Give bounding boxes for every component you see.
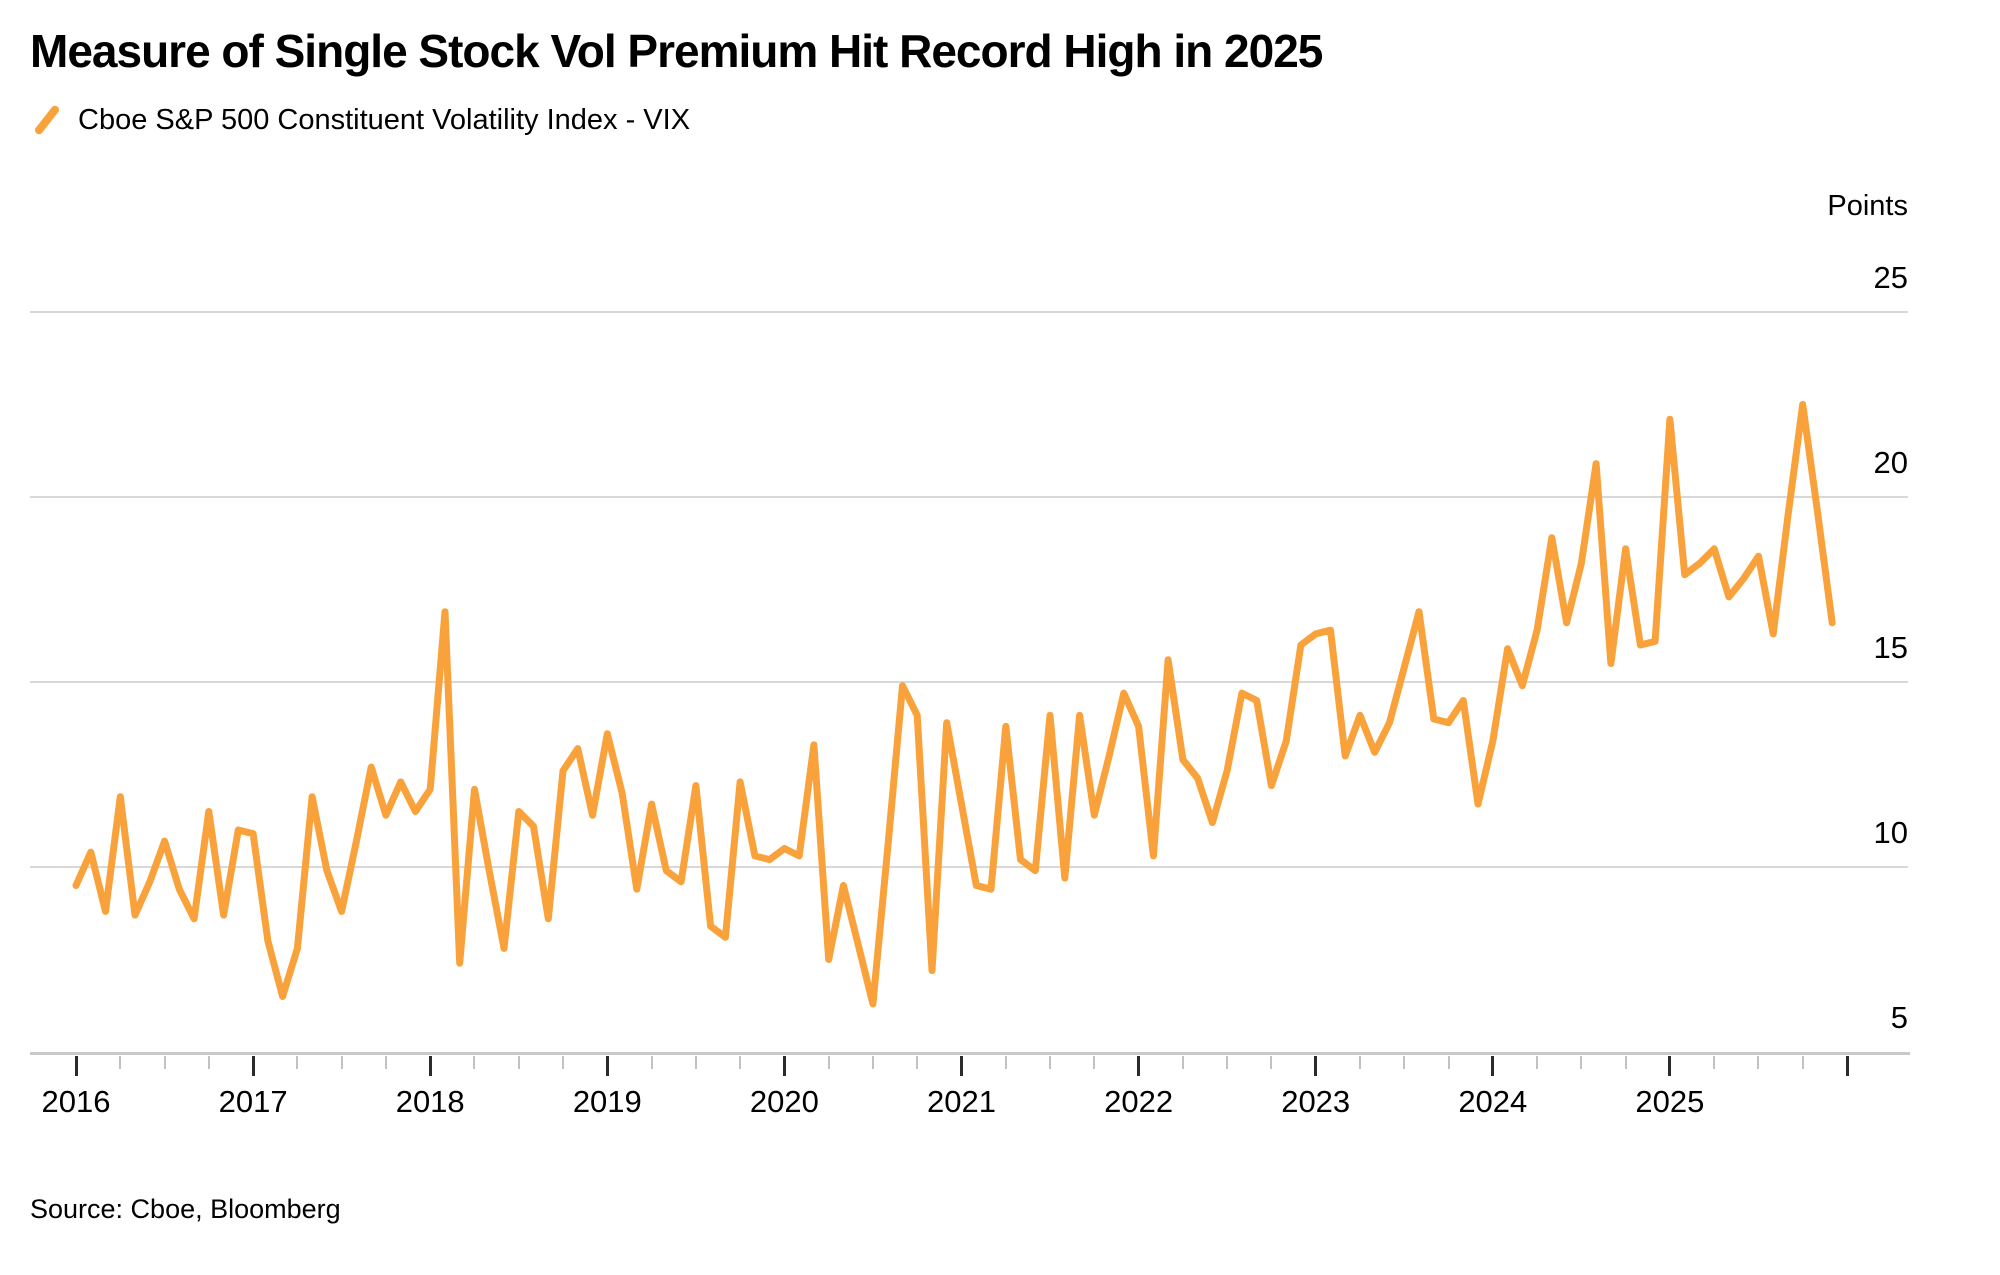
x-minor-tick <box>1447 1056 1450 1069</box>
y-gridline-25 <box>30 311 1908 313</box>
x-minor-tick <box>827 1056 830 1069</box>
x-minor-tick <box>473 1056 476 1069</box>
x-minor-tick <box>650 1056 653 1069</box>
y-tick-label-25: 25 <box>1873 260 1908 295</box>
x-tick-label-2025: 2025 <box>1635 1084 1705 1119</box>
x-minor-tick <box>207 1056 210 1069</box>
x-minor-tick <box>296 1056 299 1069</box>
y-gridline-10 <box>30 866 1908 868</box>
x-minor-tick <box>1536 1056 1539 1069</box>
x-minor-tick <box>1358 1056 1361 1069</box>
x-minor-tick <box>119 1056 122 1069</box>
x-major-tick <box>428 1056 432 1076</box>
x-minor-tick <box>340 1056 343 1069</box>
x-major-tick <box>1845 1056 1849 1076</box>
legend-label: Cboe S&P 500 Constituent Volatility Inde… <box>78 103 691 136</box>
x-tick-label-2018: 2018 <box>395 1084 465 1119</box>
x-minor-tick <box>1403 1056 1406 1069</box>
x-minor-tick <box>916 1056 919 1069</box>
x-major-tick <box>1137 1056 1141 1076</box>
x-minor-tick <box>694 1056 697 1069</box>
x-tick-label-2024: 2024 <box>1458 1084 1528 1119</box>
x-minor-tick <box>1093 1056 1096 1069</box>
x-minor-tick <box>1624 1056 1627 1069</box>
x-tick-label-2022: 2022 <box>1104 1084 1174 1119</box>
x-minor-tick <box>1049 1056 1052 1069</box>
x-minor-tick <box>1181 1056 1184 1069</box>
x-axis-line <box>30 1052 1910 1055</box>
x-tick-label-2019: 2019 <box>572 1084 642 1119</box>
y-gridline-15 <box>30 681 1908 683</box>
x-tick-label-2021: 2021 <box>927 1084 996 1119</box>
y-tick-label-15: 15 <box>1873 630 1908 665</box>
legend: Cboe S&P 500 Constituent Volatility Inde… <box>30 100 690 140</box>
x-tick-label-2017: 2017 <box>218 1084 288 1119</box>
x-minor-tick <box>1004 1056 1007 1069</box>
x-minor-tick <box>1757 1056 1760 1069</box>
x-major-tick <box>1491 1056 1495 1076</box>
x-minor-tick <box>384 1056 387 1069</box>
x-major-tick <box>1668 1056 1672 1076</box>
y-tick-label-10: 10 <box>1873 815 1908 850</box>
x-tick-label-2016: 2016 <box>41 1084 111 1119</box>
x-major-tick <box>1314 1056 1318 1076</box>
x-major-tick <box>605 1056 609 1076</box>
vix-series-line <box>72 401 1836 1008</box>
x-minor-tick <box>739 1056 742 1069</box>
x-major-tick <box>782 1056 786 1076</box>
y-gridline-20 <box>30 496 1908 498</box>
x-major-tick <box>251 1056 255 1076</box>
y-tick-label-20: 20 <box>1873 445 1908 480</box>
x-tick-label-2023: 2023 <box>1281 1084 1351 1119</box>
x-minor-tick <box>562 1056 565 1069</box>
x-minor-tick <box>871 1056 874 1069</box>
x-minor-tick <box>1270 1056 1273 1069</box>
x-minor-tick <box>163 1056 166 1069</box>
x-minor-tick <box>1801 1056 1804 1069</box>
x-minor-tick <box>517 1056 520 1069</box>
x-major-tick <box>960 1056 963 1076</box>
x-tick-label-2020: 2020 <box>749 1084 819 1119</box>
source-note: Source: Cboe, Bloomberg <box>30 1194 341 1224</box>
y-axis-unit-label: Points <box>1827 190 1908 222</box>
x-minor-tick <box>1226 1056 1229 1069</box>
x-minor-tick <box>1580 1056 1583 1069</box>
x-minor-tick <box>1713 1056 1716 1069</box>
y-tick-label-5: 5 <box>1890 1000 1908 1035</box>
x-major-tick <box>74 1056 78 1076</box>
page-title: Measure of Single Stock Vol Premium Hit … <box>30 25 1323 77</box>
